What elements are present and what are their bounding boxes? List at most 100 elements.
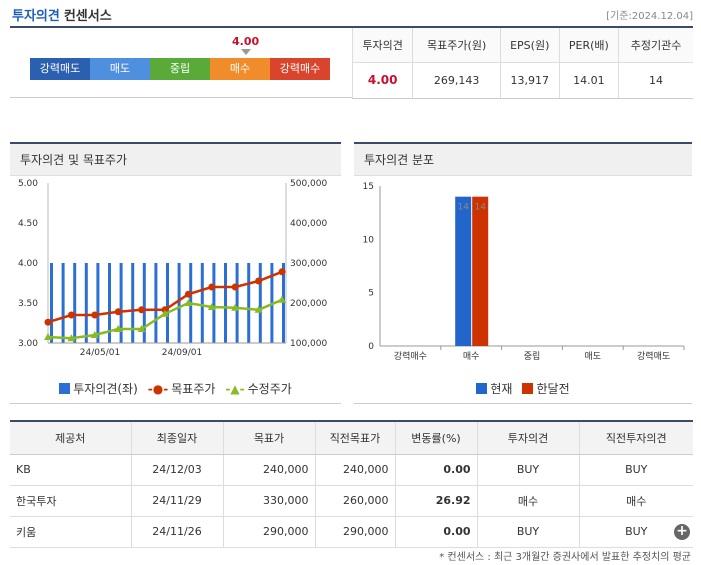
right-chart-legend: 현재 한달전: [354, 380, 692, 397]
col-header: 제공처: [10, 421, 131, 455]
opinion-bar: [108, 263, 111, 343]
opinion-bar: [247, 263, 251, 343]
date-cell: 24/12/03: [130, 454, 223, 486]
adjusted-price-point: [184, 299, 193, 306]
broker-name: 한국투자: [10, 485, 131, 517]
opinion-bar: [96, 263, 100, 343]
target-price-point: [255, 277, 263, 285]
change-cell: 0.00: [394, 454, 477, 486]
legend-label: 현재: [490, 382, 513, 396]
col-header: 변동률(%): [394, 421, 477, 455]
table-row: KB 24/12/03 240,000 240,000 0.00 BUY BUY: [10, 454, 693, 486]
y-left-tick-label: 4.50: [18, 219, 38, 229]
adjusted-price-line: [47, 298, 283, 340]
broker-opinion-table: 제공처 최종일자 목표가 직전목표가 변동률(%) 투자의견 직전투자의견 KB…: [10, 420, 693, 548]
header: 투자의견 컨센서스 [기준:2024.12.04]: [10, 0, 693, 24]
opinion-bar: [142, 263, 146, 343]
summary-header: 추정기관수: [618, 28, 693, 63]
prev-opinion-cell: BUY: [578, 516, 693, 548]
opinion-cell: BUY: [476, 454, 579, 486]
summary-target-price: 269,143: [412, 62, 501, 99]
legend-item-current: 현재: [476, 380, 512, 397]
change-cell: 0.00: [394, 516, 477, 548]
opinion-cell: BUY: [476, 516, 579, 548]
target-cell: 240,000: [222, 454, 315, 486]
target-price-point: [91, 311, 99, 319]
right-axis-unit: (원): [309, 178, 324, 179]
col-header: 직전투자의견: [578, 421, 693, 455]
adjusted-price-point: [254, 305, 263, 313]
opinion-distribution-chart: 15 10 5 0 강력매수 매수 14 14 중립 매도 강력매도: [363, 182, 685, 362]
legend-swatch: [59, 383, 71, 394]
opinion-bar: [224, 263, 227, 343]
opinion-distribution-chart-panel: 투자의견 분포 15 10 5 0 강력매수 매수 14 14 중립 매도 강력매도 현재 한달전: [354, 142, 692, 404]
opinion-bar: [61, 263, 65, 343]
rating-scale: 강력매도 매도 중립 매수 강력매수: [30, 58, 330, 80]
y-left-tick-label: 3.50: [18, 299, 38, 309]
line-triangle-icon: -▲-: [225, 381, 245, 396]
category-label: 매도: [585, 351, 602, 362]
adjusted-price-point: [90, 331, 99, 338]
opinion-bar: [84, 263, 88, 343]
footnote: * 컨센서스 : 최근 3개월간 증권사에서 발표한 추정치의 평균: [439, 552, 691, 563]
category-label: 중립: [524, 351, 541, 362]
month-ago-bar: [472, 196, 489, 346]
opinion-bar: [258, 263, 262, 343]
broker-name: KB: [10, 454, 131, 486]
summary-eps: 13,917: [499, 62, 560, 99]
legend-label: 수정주가: [247, 382, 292, 396]
more-plus-icon[interactable]: +: [674, 524, 690, 540]
category-label: 강력매도: [637, 350, 670, 362]
target-price-point: [278, 268, 286, 276]
legend-label: 투자의견(좌): [73, 382, 138, 396]
legend-item-month-ago: 한달전: [522, 380, 570, 397]
y-left-tick-label: 3.00: [18, 339, 38, 349]
target-price-point: [208, 283, 216, 291]
adjusted-price-point: [114, 325, 123, 332]
target-price-point: [138, 306, 146, 314]
legend-label: 목표주가: [171, 382, 216, 396]
summary-per: 14.01: [558, 62, 619, 99]
rating-scale-area: 4.00 강력매도 매도 중립 매수 강력매수: [10, 28, 352, 98]
legend-swatch: [522, 383, 534, 394]
y-left-tick-label: 5.00: [18, 179, 38, 189]
reference-date: [기준:2024.12.04]: [606, 11, 693, 22]
summary-header: EPS(원): [499, 28, 560, 63]
target-price-point: [114, 308, 122, 316]
current-rating-marker-icon: [241, 49, 251, 55]
y-tick-label: 10: [363, 235, 375, 245]
opinion-bar: [166, 263, 169, 343]
y-left-tick-label: 4.00: [18, 259, 38, 269]
scale-hold: 중립: [150, 58, 210, 80]
opinion-cell: 매수: [476, 485, 579, 517]
adjusted-price-point: [278, 295, 286, 303]
col-header: 최종일자: [130, 421, 223, 455]
target-price-point: [67, 311, 75, 319]
y-right-tick-label: 100,000: [290, 339, 327, 349]
line-dot-icon: -●-: [147, 381, 169, 396]
header-divider: [10, 26, 693, 28]
y-tick-label: 0: [368, 342, 374, 352]
opinion-bar: [235, 263, 239, 343]
opinion-target-chart: (원) 5.00 4.50 4.00 3.50 3.00 500,000 400,000 300…: [18, 178, 328, 358]
category-label: 강력매수: [394, 350, 427, 362]
legend-swatch: [476, 383, 488, 394]
table-row: 키움 24/11/26 290,000 290,000 0.00 BUY BUY: [10, 516, 693, 548]
adjusted-price-point: [231, 303, 240, 311]
prev-opinion-cell: 매수: [578, 485, 693, 517]
y-tick-label: 5: [368, 289, 374, 299]
col-header: 투자의견: [476, 421, 579, 455]
summary-rating: 4.00: [351, 62, 413, 99]
opinion-bar: [177, 263, 181, 343]
scale-strong-buy: 강력매수: [270, 58, 330, 80]
right-chart-title: 투자의견 분포: [354, 144, 692, 176]
target-cell: 330,000: [222, 485, 315, 517]
title-sub: 컨센서스: [63, 9, 112, 24]
adjusted-price-point: [207, 303, 216, 310]
y-tick-label: 15: [363, 182, 374, 192]
prev-target-cell: 240,000: [314, 454, 395, 486]
date-cell: 24/11/26: [130, 516, 223, 548]
prev-target-cell: 290,000: [314, 516, 395, 548]
bar-data-label: 14: [474, 203, 486, 213]
scale-sell: 매도: [90, 58, 150, 80]
